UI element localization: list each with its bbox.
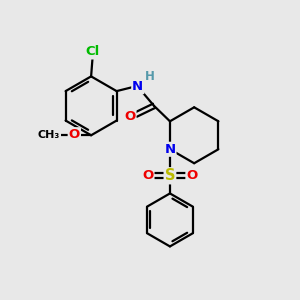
Text: O: O — [142, 169, 154, 182]
Text: S: S — [165, 168, 175, 183]
Text: O: O — [124, 110, 136, 123]
Text: H: H — [145, 70, 155, 83]
Text: N: N — [132, 80, 143, 93]
Text: Cl: Cl — [85, 45, 100, 58]
Text: O: O — [69, 128, 80, 141]
Text: CH₃: CH₃ — [38, 130, 60, 140]
Text: O: O — [186, 169, 198, 182]
Text: N: N — [164, 143, 175, 156]
